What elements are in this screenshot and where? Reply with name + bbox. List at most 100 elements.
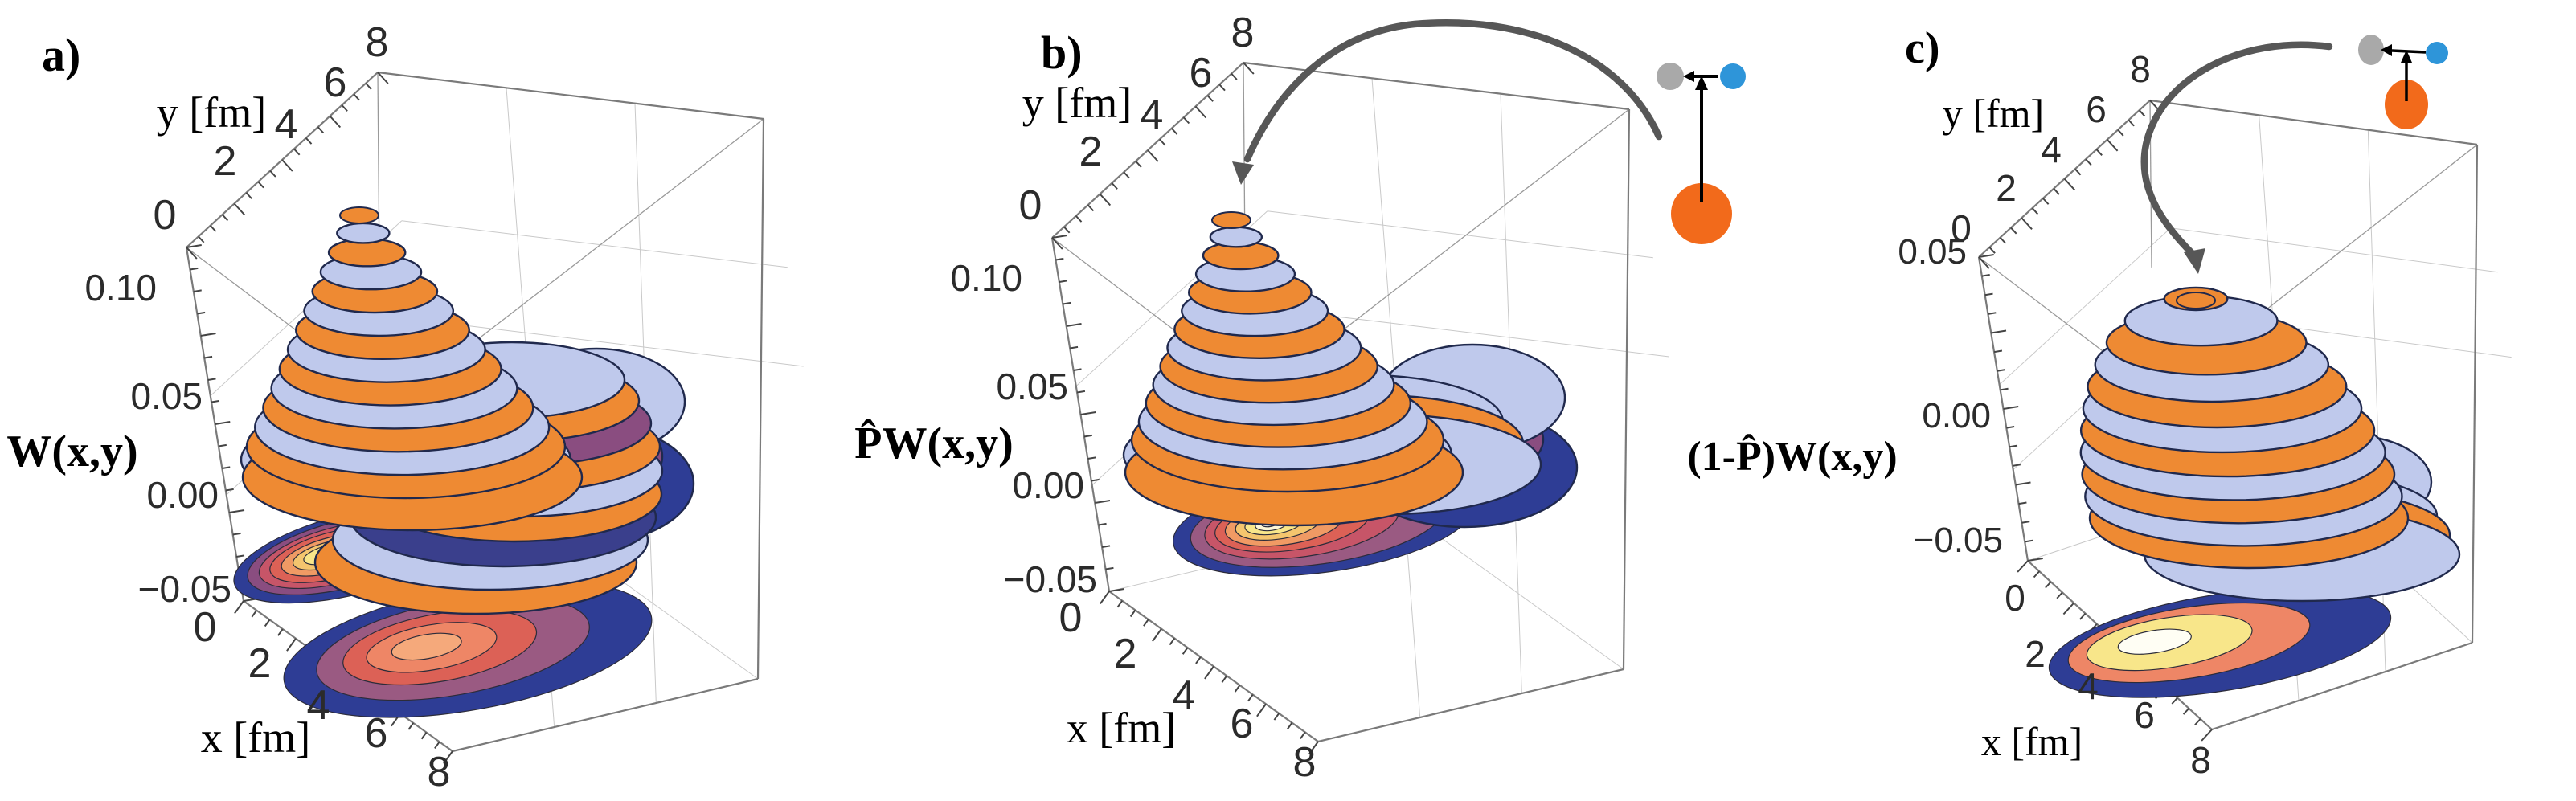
box-edge xyxy=(1999,236,2007,244)
panel-letter-b: b) xyxy=(1041,27,1083,79)
box-edge xyxy=(2201,729,2213,742)
box-edge xyxy=(1087,204,1095,212)
box-edge xyxy=(1159,138,1166,146)
tick-label: 4 xyxy=(2041,129,2062,170)
box-edge xyxy=(1206,95,1214,102)
box-edge xyxy=(2107,139,2119,152)
tick-label: 8 xyxy=(1293,739,1317,786)
box-edge xyxy=(1993,349,2003,354)
contour-slice xyxy=(2117,628,2192,655)
momentum-arrowhead-icon xyxy=(1683,71,1694,82)
box-edge xyxy=(2194,718,2201,725)
box-edge xyxy=(277,628,284,636)
tick-label: 0 xyxy=(2005,577,2025,619)
plot-content-c xyxy=(2048,286,2461,698)
tick-label: 0 xyxy=(1059,595,1083,641)
panel-b: b) y [fm] x [fm] P̂W(x,y) 02468024680.10… xyxy=(854,10,1746,786)
box-edge xyxy=(257,181,264,189)
box-edge xyxy=(1135,160,1142,168)
box-edge xyxy=(286,638,297,652)
box-edge xyxy=(2471,144,2479,644)
box-edge xyxy=(2027,557,2043,562)
contour-slice xyxy=(336,222,391,244)
tick-label: 4 xyxy=(1173,672,1196,719)
box-edge xyxy=(2003,405,2019,410)
box-edge xyxy=(2171,697,2178,705)
plot-content-a xyxy=(233,206,695,718)
box-edge xyxy=(2170,227,2498,273)
box-edge xyxy=(293,148,301,156)
projection-arrowhead-c xyxy=(2184,248,2205,274)
box-edge xyxy=(2021,217,2033,230)
tick-label: 0.00 xyxy=(1922,396,1991,435)
tick-label: 2 xyxy=(1996,167,2017,209)
box-edge xyxy=(2074,168,2082,176)
box-edge xyxy=(1116,600,1124,608)
box-edge xyxy=(229,509,245,513)
box-edge xyxy=(193,289,202,292)
x-axis-label-c: x [fm] xyxy=(1981,719,2083,764)
panel-letter-a: a) xyxy=(42,29,80,81)
blue-nucleon-icon xyxy=(1720,63,1746,89)
box-edge xyxy=(2006,426,2015,429)
contour-slice xyxy=(1209,226,1263,248)
box-edge xyxy=(211,399,220,403)
box-edge xyxy=(1999,227,2171,386)
projection-arrow-c xyxy=(2140,41,2333,258)
tick-label: 0.05 xyxy=(996,366,1068,407)
tick-label: 0.00 xyxy=(1012,464,1084,506)
box-edge xyxy=(317,126,325,134)
box-edge xyxy=(2063,178,2076,191)
box-edge xyxy=(1101,545,1111,548)
tick-label: 0 xyxy=(1951,207,1972,249)
box-edge xyxy=(1076,390,1086,394)
box-edge xyxy=(225,488,234,492)
contour-slice xyxy=(391,632,462,661)
nucleon-diagram-b xyxy=(1657,63,1746,244)
tick-label: 0.05 xyxy=(130,375,203,417)
tick-label: 0.10 xyxy=(84,267,157,309)
tick-label: 8 xyxy=(2190,739,2211,781)
recoil-arrowhead-icon xyxy=(1695,76,1708,90)
orange-nucleon-icon xyxy=(1671,183,1732,244)
plot-content-b xyxy=(1122,211,1579,577)
box-edge xyxy=(200,332,216,337)
box-edge xyxy=(207,378,216,381)
box-edge xyxy=(1051,234,1067,239)
orange-nucleon-icon xyxy=(2385,80,2428,129)
box-edge xyxy=(1066,322,1082,327)
contour-slice xyxy=(2176,292,2216,309)
box-edge xyxy=(235,554,245,558)
box-edge xyxy=(210,225,217,232)
box-edge xyxy=(377,72,389,84)
box-edge xyxy=(222,466,231,469)
box-edge xyxy=(204,355,213,359)
box-edge xyxy=(1108,587,1124,592)
box-edge xyxy=(232,532,241,536)
tick-label: 2 xyxy=(1079,129,1103,175)
box-edge xyxy=(1083,434,1092,438)
box-edge xyxy=(186,247,198,260)
box-edge xyxy=(2031,207,2039,215)
z-axis-label-c: (1-P̂)W(x,y) xyxy=(1687,433,1897,480)
box-edge xyxy=(1221,675,1228,683)
box-edge xyxy=(1123,171,1130,179)
box-edge xyxy=(1267,210,1653,259)
box-edge xyxy=(1195,656,1202,664)
box-edge xyxy=(1051,237,1063,250)
z-axis-label-b: P̂W(x,y) xyxy=(854,419,1014,468)
box-edge xyxy=(377,71,764,121)
nucleon-diagram-c xyxy=(2358,35,2448,129)
tick-label: 2 xyxy=(248,640,272,687)
panel-c: c) y [fm] x [fm] (1-P̂)W(x,y) 0246802468… xyxy=(1687,23,2512,781)
box-edge xyxy=(1984,292,1993,296)
box-edge xyxy=(2021,521,2030,524)
blue-nucleon-icon xyxy=(2426,42,2448,64)
box-edge xyxy=(1100,591,1110,605)
box-edge xyxy=(234,600,244,615)
tick-label: 8 xyxy=(1231,10,1255,56)
box-edge xyxy=(452,677,759,753)
tick-label: 8 xyxy=(428,749,451,795)
